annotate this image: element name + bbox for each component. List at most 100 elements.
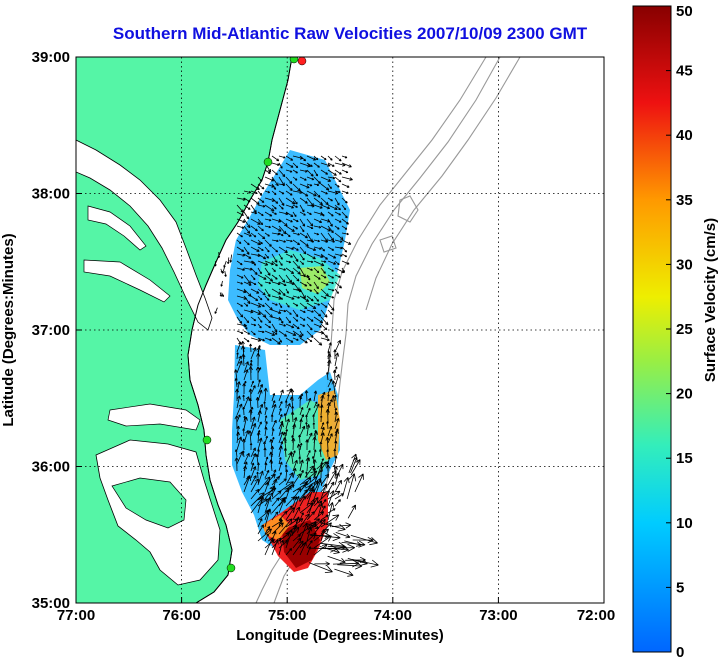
velocity-arrow bbox=[236, 281, 243, 285]
velocity-arrow bbox=[257, 190, 263, 196]
velocity-arrow bbox=[317, 503, 323, 518]
velocity-arrow bbox=[285, 337, 294, 343]
velocity-arrow bbox=[326, 402, 331, 416]
velocity-arrow bbox=[320, 522, 332, 535]
velocity-arrow bbox=[334, 411, 338, 423]
velocity-arrow bbox=[264, 260, 274, 266]
velocity-arrow bbox=[271, 176, 279, 187]
velocity-arrow bbox=[285, 302, 290, 308]
velocity-arrow bbox=[243, 465, 248, 479]
velocity-arrow bbox=[264, 239, 272, 247]
colorbar-title: Surface Velocity (cm/s) bbox=[702, 218, 719, 382]
velocity-arrow bbox=[271, 490, 282, 500]
velocity-arrow bbox=[278, 232, 284, 237]
velocity-arrow bbox=[306, 169, 314, 177]
colorbar bbox=[632, 5, 672, 653]
velocity-arrow bbox=[313, 403, 320, 416]
velocity-arrow bbox=[335, 532, 351, 539]
velocity-arrow bbox=[333, 448, 337, 458]
velocity-arrow bbox=[264, 316, 272, 324]
velocity-arrow bbox=[320, 183, 330, 191]
velocity-arrow bbox=[306, 450, 311, 458]
station-marker-red bbox=[297, 57, 307, 66]
velocity-arrow bbox=[327, 387, 331, 395]
velocity-arrow bbox=[285, 197, 296, 205]
velocity-arrow bbox=[334, 246, 343, 250]
velocity-arrow bbox=[264, 496, 272, 514]
velocity-arrow bbox=[299, 309, 306, 313]
velocity-arrow bbox=[255, 453, 259, 465]
velocity-arrow bbox=[306, 521, 317, 535]
velocity-arrow bbox=[334, 418, 340, 430]
velocity-arrow bbox=[264, 407, 268, 416]
velocity-arrow bbox=[256, 352, 261, 367]
velocity-arrow bbox=[214, 307, 218, 314]
velocity-arrow bbox=[292, 473, 301, 486]
velocity-arrow bbox=[292, 316, 299, 322]
velocity-arrow bbox=[334, 190, 341, 194]
velocity-arrow bbox=[285, 469, 289, 479]
velocity-arrow bbox=[285, 253, 293, 258]
velocity-arrow bbox=[278, 295, 283, 300]
velocity-arrow bbox=[271, 246, 279, 253]
velocity-arrow bbox=[306, 218, 314, 227]
velocity-arrow bbox=[234, 369, 238, 381]
velocity-arrow bbox=[334, 155, 342, 162]
velocity-arrow bbox=[299, 425, 306, 437]
velocity-arrow bbox=[331, 395, 336, 409]
velocity-arrow bbox=[334, 281, 342, 289]
velocity-arrow bbox=[334, 232, 344, 240]
velocity-arrow bbox=[292, 232, 300, 236]
velocity-arrow bbox=[257, 239, 263, 245]
velocity-arrow bbox=[271, 511, 279, 521]
velocity-arrow bbox=[285, 267, 295, 274]
velocity-arrow bbox=[250, 232, 257, 238]
velocity-arrow bbox=[313, 183, 320, 187]
velocity-arrow bbox=[264, 267, 271, 276]
velocity-arrow bbox=[333, 349, 337, 360]
velocity-arrow bbox=[243, 323, 248, 330]
velocity-arrow bbox=[243, 281, 252, 286]
velocity-arrow bbox=[250, 309, 262, 315]
velocity-arrow bbox=[264, 323, 271, 329]
velocity-arrow bbox=[250, 302, 262, 308]
velocity-arrow bbox=[327, 267, 334, 272]
velocity-arrow bbox=[327, 218, 333, 227]
velocity-arrow bbox=[243, 253, 252, 259]
velocity-arrow bbox=[257, 330, 265, 334]
velocity-arrow bbox=[299, 239, 309, 247]
velocity-arrow bbox=[236, 253, 246, 257]
velocity-arrow bbox=[341, 169, 349, 174]
velocity-arrow bbox=[320, 260, 327, 263]
velocity-arrow bbox=[327, 183, 332, 190]
velocity-arrow bbox=[248, 409, 253, 423]
velocity-arrow bbox=[264, 281, 272, 285]
velocity-arrow bbox=[319, 415, 323, 423]
velocity-arrow bbox=[271, 232, 281, 236]
velocity-arrow bbox=[299, 513, 310, 528]
x-tick-label: 76:00 bbox=[162, 607, 200, 624]
velocity-arrow bbox=[327, 309, 333, 315]
velocity-arrow bbox=[257, 383, 263, 395]
velocity-arrow bbox=[346, 473, 357, 500]
velocity-arrow bbox=[263, 401, 266, 409]
velocity-arrow bbox=[347, 504, 356, 519]
velocity-arrow bbox=[305, 457, 310, 472]
velocity-arrow bbox=[278, 281, 287, 286]
velocity-arrow bbox=[320, 404, 324, 416]
velocity-arrow bbox=[299, 232, 308, 239]
velocity-arrow bbox=[306, 274, 311, 281]
velocity-arrow bbox=[250, 218, 261, 225]
velocity-arrow bbox=[341, 197, 348, 204]
colorbar-tick-label: 35 bbox=[676, 192, 693, 209]
velocity-arrow bbox=[220, 268, 223, 274]
velocity-arrow bbox=[348, 453, 358, 474]
velocity-arrow bbox=[236, 355, 242, 367]
velocity-arrow bbox=[304, 465, 314, 478]
velocity-arrow bbox=[271, 183, 277, 190]
velocity-arrow bbox=[285, 225, 295, 232]
velocity-arrow bbox=[234, 457, 239, 472]
velocity-arrow bbox=[285, 183, 293, 191]
velocity-arrow bbox=[263, 387, 268, 402]
velocity-arrow bbox=[257, 253, 267, 260]
